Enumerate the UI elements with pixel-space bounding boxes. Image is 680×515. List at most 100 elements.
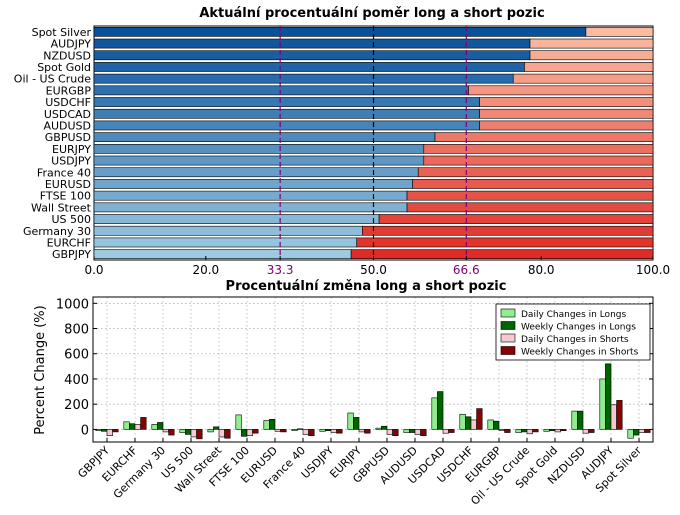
change-bar	[112, 429, 119, 433]
long-bar	[93, 26, 587, 37]
change-bar	[336, 429, 343, 434]
change-bar	[151, 424, 158, 430]
x-tick-label: 0.0	[84, 263, 103, 277]
change-bar	[375, 427, 382, 430]
y-tick-label: 800	[64, 323, 89, 338]
change-bar	[106, 429, 113, 436]
change-chart-title: Procentuální změna long a short pozic	[226, 279, 507, 294]
change-bar	[179, 429, 186, 433]
change-bar	[493, 420, 500, 430]
y-tick-label: 600	[64, 348, 89, 363]
legend-swatch	[500, 321, 516, 330]
long-bar	[93, 62, 525, 72]
category-label: Oil - US Crude	[14, 73, 91, 86]
category-label: NZDUSD	[43, 49, 91, 62]
change-bar	[627, 429, 634, 439]
category-label: FTSE 100	[40, 190, 91, 203]
category-label: AUDJPY	[51, 38, 92, 51]
short-bar	[406, 202, 654, 213]
y-tick-label: 200	[64, 398, 89, 413]
change-bar	[498, 429, 505, 431]
change-bar	[526, 429, 533, 435]
short-bar	[529, 38, 654, 49]
change-bar	[246, 429, 253, 436]
short-bar	[356, 237, 654, 248]
long-bar	[93, 132, 436, 143]
change-bar	[470, 419, 477, 430]
long-bar	[93, 202, 408, 213]
y-tick-label: 400	[64, 373, 89, 388]
category-label: USDCHF	[45, 96, 91, 109]
change-bar	[638, 429, 645, 433]
category-label: EURUSD	[45, 178, 91, 191]
change-bar	[414, 429, 421, 435]
change-chart-plot-frame	[92, 296, 654, 443]
category-label: USDJPY	[51, 155, 91, 168]
x-tick-label: 20.0	[192, 263, 219, 277]
change-chart-y-axis-label: Percent Change (%)	[33, 305, 48, 434]
long-bar	[93, 155, 425, 166]
category-label: France 40	[37, 166, 91, 179]
change-bar	[123, 421, 130, 430]
change-bar	[280, 429, 287, 433]
change-bar	[263, 420, 270, 430]
change-bar	[599, 378, 606, 430]
change-bar	[515, 429, 522, 433]
change-bar	[347, 412, 354, 430]
legend-swatch	[500, 308, 516, 318]
change-bar	[358, 429, 365, 433]
change-bar	[610, 404, 617, 430]
change-bar	[588, 429, 595, 433]
x-tick-label: 33.3	[267, 263, 294, 277]
change-bar	[129, 423, 136, 430]
change-bar	[403, 429, 410, 433]
change-bar	[162, 429, 169, 433]
legend-label: Daily Changes in Longs	[521, 310, 626, 320]
category-label: Wall Street	[31, 201, 92, 214]
change-bar	[431, 397, 438, 430]
change-bar	[134, 424, 141, 430]
change-bar	[252, 429, 259, 434]
category-label: GBPJPY	[52, 248, 91, 261]
change-bar	[269, 419, 276, 430]
category-label: GBPUSD	[45, 131, 91, 144]
change-bar	[504, 429, 511, 433]
short-bar	[406, 190, 654, 201]
long-bar	[93, 73, 514, 84]
y-tick-label: 1000	[56, 297, 89, 312]
change-bar	[185, 429, 192, 435]
short-bar	[529, 50, 654, 61]
x-tick-label: 80.0	[528, 263, 555, 277]
short-bar	[412, 179, 654, 189]
short-bar	[585, 26, 654, 37]
long-bar	[93, 167, 419, 178]
short-bar	[479, 120, 654, 131]
short-bar	[468, 85, 654, 96]
short-bar	[417, 167, 654, 178]
change-bar	[465, 416, 472, 430]
x-tick-label: 100.0	[636, 263, 670, 277]
change-bar	[487, 419, 494, 430]
change-bar	[297, 428, 304, 430]
long-bar	[93, 97, 481, 107]
long-bar	[93, 249, 352, 260]
legend-swatch	[500, 346, 516, 355]
category-label: Spot Gold	[37, 61, 91, 74]
change-bar	[241, 429, 248, 437]
change-bar	[319, 429, 326, 432]
long-bar	[93, 50, 531, 61]
short-bar	[524, 62, 654, 72]
ratio-chart-title: Aktuální procentuální poměr long a short…	[199, 6, 544, 21]
change-bar	[381, 425, 388, 430]
short-bar	[479, 108, 654, 119]
long-bar	[93, 85, 469, 96]
short-bar	[423, 155, 654, 166]
long-bar	[93, 237, 358, 248]
x-tick-label: 50.0	[360, 263, 387, 277]
long-bar	[93, 179, 413, 189]
long-bar	[93, 214, 380, 224]
category-label: USDCAD	[44, 108, 91, 121]
long-bar	[93, 38, 531, 49]
legend-box	[495, 303, 651, 361]
x-tick-label: 66.6	[453, 263, 480, 277]
